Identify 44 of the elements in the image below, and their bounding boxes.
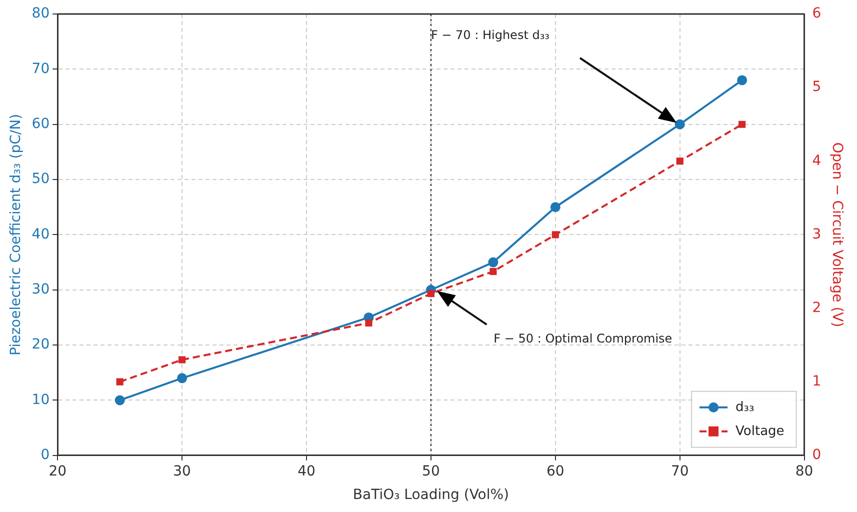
x-tick-label: 20 <box>48 463 67 480</box>
y2-axis-title: Open − Circuit Voltage (V) <box>828 142 845 328</box>
x-axis-title: BaTiO₃ Loading (Vol%) <box>352 487 510 504</box>
y-tick-label: 50 <box>32 171 50 188</box>
point <box>114 395 125 406</box>
legend-label: Voltage <box>736 424 784 439</box>
point <box>676 158 684 165</box>
y-tick-label: 0 <box>40 447 50 464</box>
point <box>178 356 186 364</box>
point <box>365 319 372 327</box>
annotation: F − 50 : Optimal Compromise <box>494 331 672 346</box>
y2-tick-label: 6 <box>812 6 822 22</box>
y-tick-label: 80 <box>32 6 50 22</box>
point <box>738 120 746 128</box>
y-tick-label: 30 <box>32 282 50 298</box>
y-tick-label: 10 <box>32 392 50 408</box>
x-tick-label: 70 <box>670 463 689 480</box>
y2-tick-label: 3 <box>812 226 822 242</box>
point <box>550 202 560 212</box>
x-tick-label: 40 <box>298 463 316 480</box>
point <box>552 231 559 238</box>
y2-tick-label: 0 <box>812 447 822 464</box>
y2-tick-label: 5 <box>812 79 822 96</box>
y-tick-label: 20 <box>32 336 50 353</box>
point <box>116 378 124 386</box>
y-tick-label: 40 <box>32 226 50 242</box>
x-tick-label: 80 <box>795 463 814 480</box>
x-tick-label: 50 <box>422 463 440 480</box>
annotation: F − 70 : Highest d₃₃ <box>430 28 550 42</box>
y-axis-title: Piezoelectric Coefficient d₃₃ (pC/N) <box>8 114 24 356</box>
x-tick-label: 60 <box>546 463 564 480</box>
y2-tick-label: 1 <box>812 373 822 390</box>
y-tick-label: 70 <box>32 60 50 77</box>
point <box>490 268 497 276</box>
point <box>674 119 685 130</box>
y2-tick-label: 4 <box>812 152 822 169</box>
point <box>488 257 498 268</box>
y-tick-label: 60 <box>32 116 50 132</box>
point <box>427 290 434 298</box>
legend-label: d₃₃ <box>736 400 754 415</box>
point <box>177 373 188 384</box>
y2-tick-label: 2 <box>812 300 822 316</box>
point <box>737 75 748 86</box>
x-tick-label: 30 <box>173 463 191 480</box>
